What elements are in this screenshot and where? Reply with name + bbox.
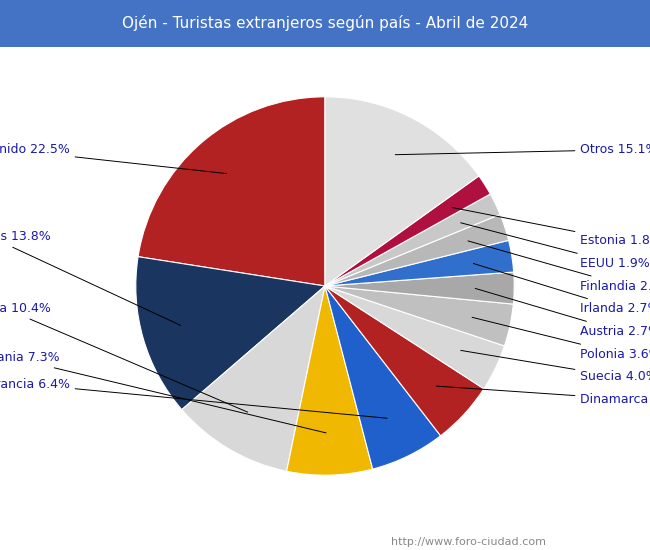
Wedge shape <box>182 286 325 471</box>
Text: http://www.foro-ciudad.com: http://www.foro-ciudad.com <box>391 537 545 547</box>
Text: Finlandia 2.3%: Finlandia 2.3% <box>468 241 650 293</box>
Text: Irlanda 2.7%: Irlanda 2.7% <box>473 263 650 315</box>
Text: Bélgica 10.4%: Bélgica 10.4% <box>0 302 248 412</box>
Text: Dinamarca 5.4%: Dinamarca 5.4% <box>436 386 650 406</box>
Wedge shape <box>325 214 508 286</box>
Text: Estonia 1.8%: Estonia 1.8% <box>452 207 650 247</box>
Wedge shape <box>136 257 325 410</box>
Text: Ojén - Turistas extranjeros según país - Abril de 2024: Ojén - Turistas extranjeros según país -… <box>122 15 528 31</box>
Text: Suecia 4.0%: Suecia 4.0% <box>461 350 650 383</box>
Wedge shape <box>325 176 490 286</box>
Text: Austria 2.7%: Austria 2.7% <box>475 288 650 338</box>
Wedge shape <box>138 97 325 286</box>
Text: Polonia 3.6%: Polonia 3.6% <box>472 317 650 361</box>
Wedge shape <box>325 97 479 286</box>
Text: Alemania 7.3%: Alemania 7.3% <box>0 351 326 433</box>
Wedge shape <box>325 272 514 304</box>
Text: Países Bajos 13.8%: Países Bajos 13.8% <box>0 230 181 326</box>
Wedge shape <box>325 286 484 436</box>
Wedge shape <box>325 286 504 389</box>
Wedge shape <box>325 240 514 286</box>
Wedge shape <box>325 286 514 346</box>
Text: Reino Unido 22.5%: Reino Unido 22.5% <box>0 144 226 174</box>
Text: EEUU 1.9%: EEUU 1.9% <box>461 223 650 270</box>
Wedge shape <box>325 286 441 469</box>
Wedge shape <box>287 286 372 475</box>
Wedge shape <box>325 194 500 286</box>
Text: Otros 15.1%: Otros 15.1% <box>395 144 650 156</box>
Text: Francia 6.4%: Francia 6.4% <box>0 378 387 418</box>
